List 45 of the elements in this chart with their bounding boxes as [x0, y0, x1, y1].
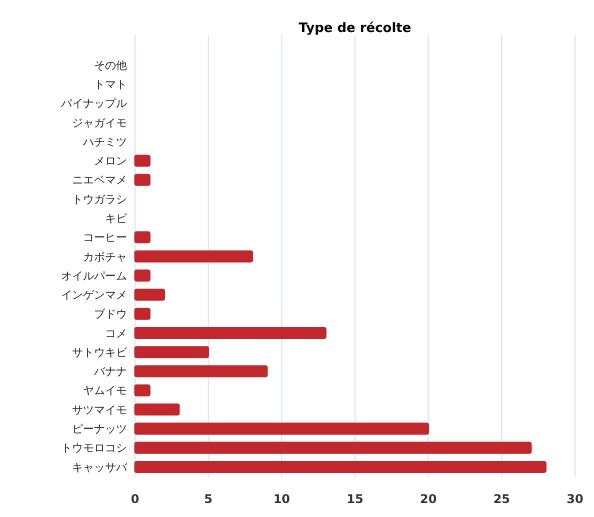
y-tick-label: ハチミツ — [82, 135, 127, 148]
y-tick-label: サツマイモ — [72, 403, 127, 416]
y-tick-label: トウガラシ — [72, 192, 127, 206]
y-tick-label: キャッサバ — [72, 460, 128, 474]
bar — [134, 404, 180, 416]
y-tick-label: メロン — [94, 154, 127, 168]
bar — [134, 326, 326, 339]
y-tick-label: コーヒー — [83, 231, 127, 244]
bar — [134, 270, 150, 282]
y-tick-label: ニエベマメ — [72, 174, 127, 187]
bar — [134, 365, 268, 378]
x-tick-label: 20 — [420, 492, 437, 506]
bar — [134, 288, 166, 301]
bar — [134, 346, 210, 358]
y-tick-label: カボチャ — [83, 250, 127, 264]
bar — [134, 174, 150, 186]
y-tick-label: パイナップル — [60, 97, 127, 110]
y-tick-label: キビ — [105, 212, 128, 226]
bar — [134, 308, 150, 320]
bar — [134, 460, 546, 473]
bar — [134, 231, 150, 244]
x-tick-label: 5 — [204, 492, 213, 506]
chart-title: Type de récolte — [298, 21, 412, 36]
x-tick-label: 0 — [130, 492, 140, 506]
x-tick-label: 10 — [273, 492, 290, 506]
x-tick-label: 25 — [493, 492, 510, 506]
bar — [134, 422, 430, 435]
bar — [134, 250, 254, 262]
y-tick-label: トマト — [94, 78, 127, 92]
bar — [134, 442, 532, 454]
y-tick-label: インゲンマメ — [61, 288, 127, 302]
y-tick-label: サトウキビ — [72, 346, 128, 359]
y-tick-label: ジャガイモ — [72, 116, 127, 130]
bar — [134, 384, 150, 396]
y-tick-label: その他 — [94, 58, 127, 72]
y-tick-label: バナナ — [93, 365, 127, 378]
x-tick-label: 15 — [346, 492, 364, 506]
y-tick-label: ブドウ — [94, 308, 127, 321]
y-tick-label: トウモロコシ — [61, 442, 127, 455]
y-tick-label: コメ — [105, 326, 127, 340]
y-tick-label: ヤムイモ — [83, 384, 127, 398]
bar — [134, 154, 150, 167]
y-tick-label: ピーナッツ — [72, 422, 127, 436]
x-tick-label: 30 — [566, 492, 584, 506]
y-tick-label: オイルパーム — [61, 269, 127, 282]
